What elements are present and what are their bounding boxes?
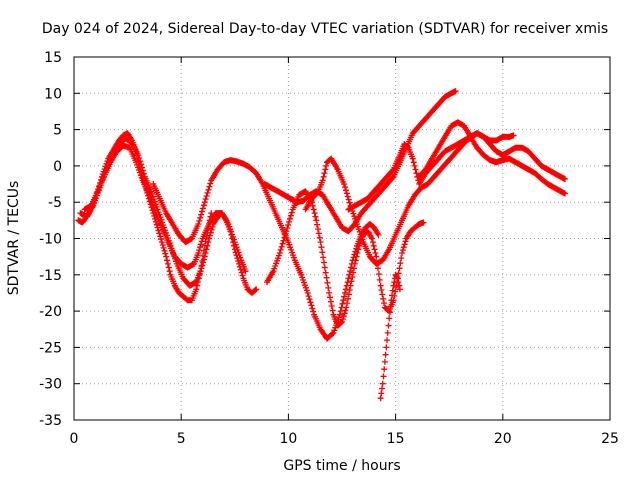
y-tick-label: 15	[44, 50, 62, 66]
data-point-markers	[467, 130, 568, 182]
chart-title: Day 024 of 2024, Sidereal Day-to-day VTE…	[42, 21, 608, 37]
y-tick-label: -30	[39, 377, 62, 393]
series-arc-8	[302, 133, 476, 267]
x-axis-title: GPS time / hours	[283, 458, 400, 474]
y-tick-label: -10	[39, 232, 62, 248]
y-tick-label: 0	[53, 159, 62, 175]
x-tick-label: 15	[387, 431, 405, 447]
series-arc-6	[377, 271, 403, 402]
data-point-markers	[261, 88, 459, 235]
series-arc-4	[150, 157, 382, 342]
y-tick-label: -15	[39, 268, 62, 284]
data-point-markers	[150, 157, 382, 342]
y-tick-label: -25	[39, 340, 62, 356]
y-tick-label: -35	[39, 413, 62, 429]
data-layer	[75, 88, 568, 402]
plot-frame	[73, 56, 611, 421]
y-tick-label: 5	[53, 123, 62, 139]
y-tick-label: -5	[48, 195, 62, 211]
data-point-markers	[302, 133, 476, 267]
series-arc-3	[81, 142, 249, 275]
ticks: 15 10 5 0 -5 -10 -15 -20 -25 -30 -35 0 5 10 15 20 25	[39, 50, 619, 447]
y-tick-label: -20	[39, 304, 62, 320]
data-point-markers	[81, 142, 249, 275]
data-point-markers	[416, 119, 568, 197]
x-tick-label: 0	[70, 431, 79, 447]
series-arc-10	[416, 119, 568, 197]
y-tick-label: 10	[44, 86, 62, 102]
x-tick-label: 20	[494, 431, 512, 447]
x-tick-label: 25	[601, 431, 619, 447]
data-point-markers	[377, 271, 403, 402]
series-arc-11	[467, 130, 568, 182]
x-tick-label: 10	[279, 431, 297, 447]
x-tick-label: 5	[177, 431, 186, 447]
series-arc-7	[261, 88, 459, 235]
y-axis-title: SDTVAR / TECUs	[6, 181, 22, 296]
